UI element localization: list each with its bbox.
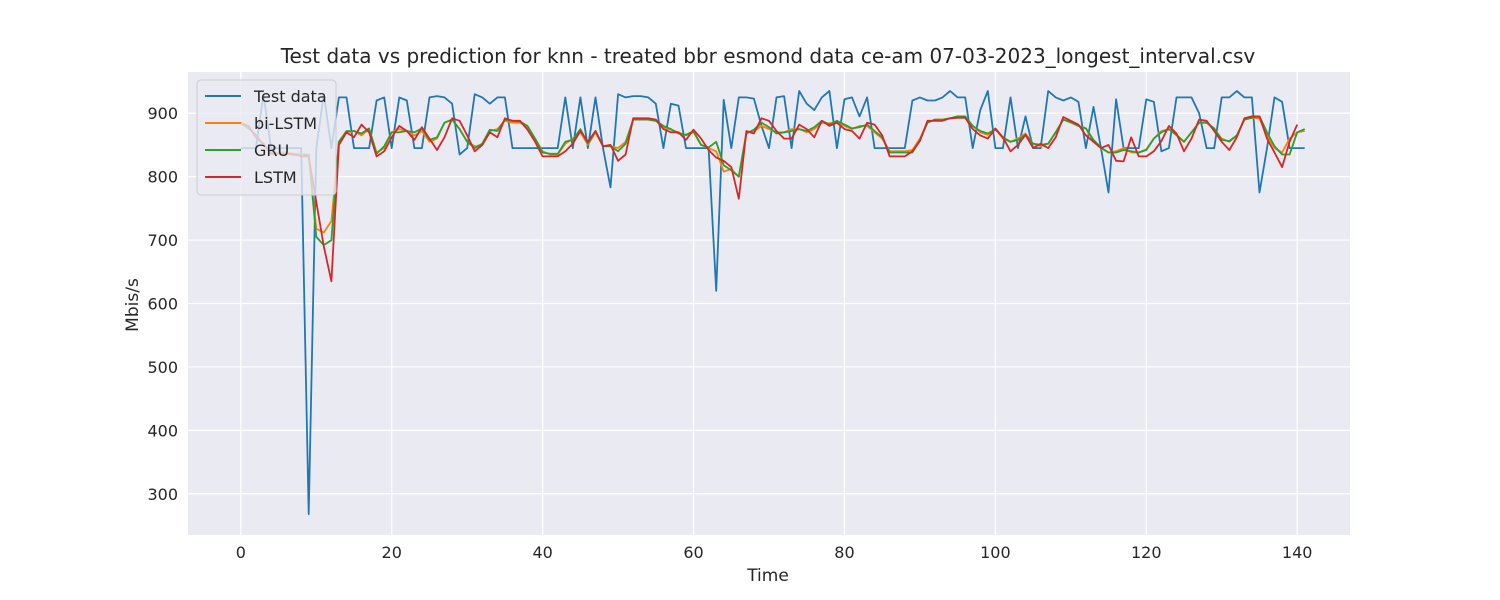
legend-label-lstm: LSTM xyxy=(254,168,297,187)
x-tick-labels: 0 20 40 60 80 100 120 140 xyxy=(236,543,1313,562)
x-tick-label: 140 xyxy=(1282,543,1313,562)
x-tick-label: 60 xyxy=(683,543,703,562)
legend-box xyxy=(196,79,337,196)
x-axis-label: Time xyxy=(746,566,789,586)
y-tick-label: 800 xyxy=(147,168,178,187)
x-tick-label: 80 xyxy=(834,543,854,562)
y-tick-label: 900 xyxy=(147,104,178,123)
legend-label-bi-lstm: bi-LSTM xyxy=(254,114,317,133)
y-tick-labels: 300 400 500 600 700 800 900 xyxy=(147,104,178,504)
legend-label-test-data: Test data xyxy=(253,87,327,106)
x-tick-label: 120 xyxy=(1131,543,1162,562)
y-tick-label: 700 xyxy=(147,231,178,250)
y-axis-label: Mbis/s xyxy=(123,278,143,332)
x-tick-label: 0 xyxy=(236,543,246,562)
y-tick-label: 400 xyxy=(147,421,178,440)
x-tick-label: 40 xyxy=(532,543,552,562)
legend-label-gru: GRU xyxy=(254,141,289,160)
y-tick-label: 300 xyxy=(147,485,178,504)
x-tick-label: 100 xyxy=(980,543,1011,562)
series-line-lstm xyxy=(240,115,1299,283)
grid-lines xyxy=(188,72,1350,535)
series-lines xyxy=(240,90,1306,515)
y-tick-label: 600 xyxy=(147,295,178,314)
y-tick-label: 500 xyxy=(147,358,178,377)
legend: Test data bi-LSTM GRU LSTM xyxy=(196,79,337,196)
x-tick-label: 20 xyxy=(382,543,402,562)
chart-title: Test data vs prediction for knn - treate… xyxy=(280,44,1256,68)
